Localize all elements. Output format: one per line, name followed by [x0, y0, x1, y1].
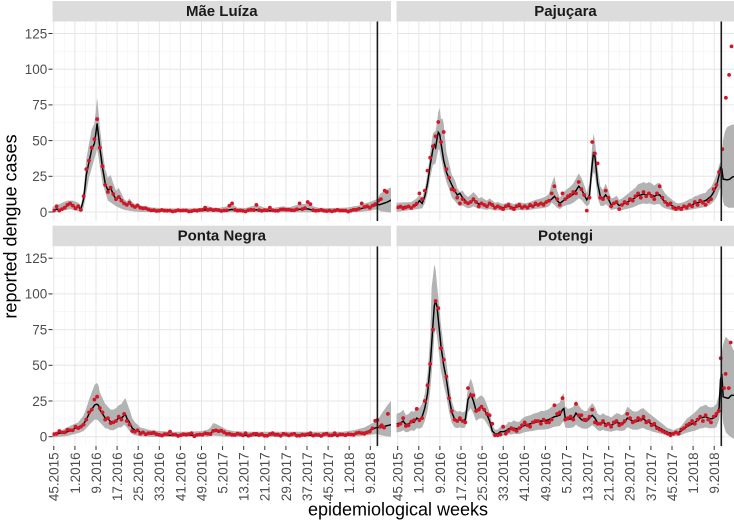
svg-text:49.2016: 49.2016 [194, 452, 209, 501]
svg-text:45.2015: 45.2015 [391, 452, 406, 501]
svg-text:45.2017: 45.2017 [665, 452, 680, 501]
svg-text:1.2016: 1.2016 [412, 452, 427, 493]
svg-text:1.2018: 1.2018 [686, 452, 701, 493]
svg-text:49.2016: 49.2016 [538, 452, 553, 501]
svg-text:50: 50 [32, 358, 47, 373]
svg-text:17.2016: 17.2016 [110, 452, 125, 501]
svg-text:9.2016: 9.2016 [433, 452, 448, 493]
svg-text:Potengi: Potengi [538, 228, 593, 245]
svg-text:Ponta Negra: Ponta Negra [178, 228, 267, 245]
svg-text:41.2016: 41.2016 [517, 452, 532, 501]
svg-text:75: 75 [32, 98, 47, 113]
svg-text:25: 25 [32, 394, 47, 409]
svg-text:reported dengue cases: reported dengue cases [1, 134, 21, 318]
svg-text:37.2017: 37.2017 [300, 452, 315, 501]
svg-text:25.2016: 25.2016 [475, 452, 490, 501]
svg-text:13.2017: 13.2017 [237, 452, 252, 501]
svg-text:45.2017: 45.2017 [321, 452, 336, 501]
svg-text:17.2016: 17.2016 [454, 452, 469, 501]
svg-text:9.2018: 9.2018 [707, 452, 722, 493]
svg-text:Pajuçara: Pajuçara [534, 3, 597, 20]
svg-text:75: 75 [32, 322, 47, 337]
svg-text:125: 125 [25, 251, 48, 266]
svg-text:1.2018: 1.2018 [342, 452, 357, 493]
svg-text:9.2018: 9.2018 [363, 452, 378, 493]
svg-text:1.2016: 1.2016 [68, 452, 83, 493]
svg-text:5.2017: 5.2017 [216, 452, 231, 493]
svg-text:25.2016: 25.2016 [131, 452, 146, 501]
svg-text:13.2017: 13.2017 [581, 452, 596, 501]
svg-text:21.2017: 21.2017 [602, 452, 617, 501]
svg-text:50: 50 [32, 133, 47, 148]
svg-text:100: 100 [25, 287, 48, 302]
svg-text:29.2017: 29.2017 [623, 452, 638, 501]
svg-text:37.2017: 37.2017 [644, 452, 659, 501]
svg-text:100: 100 [25, 62, 48, 77]
svg-text:41.2016: 41.2016 [173, 452, 188, 501]
svg-text:epidemiological weeks: epidemiological weeks [308, 500, 488, 520]
svg-text:0: 0 [40, 205, 48, 220]
svg-text:Mãe Luíza: Mãe Luíza [186, 3, 258, 20]
svg-text:9.2016: 9.2016 [89, 452, 104, 493]
svg-text:33.2016: 33.2016 [496, 452, 511, 501]
svg-text:29.2017: 29.2017 [279, 452, 294, 501]
svg-text:5.2017: 5.2017 [559, 452, 574, 493]
svg-text:21.2017: 21.2017 [258, 452, 273, 501]
svg-text:0: 0 [40, 430, 48, 445]
svg-text:45.2015: 45.2015 [47, 452, 62, 501]
svg-text:125: 125 [25, 26, 48, 41]
svg-text:25: 25 [32, 169, 47, 184]
svg-text:33.2016: 33.2016 [152, 452, 167, 501]
